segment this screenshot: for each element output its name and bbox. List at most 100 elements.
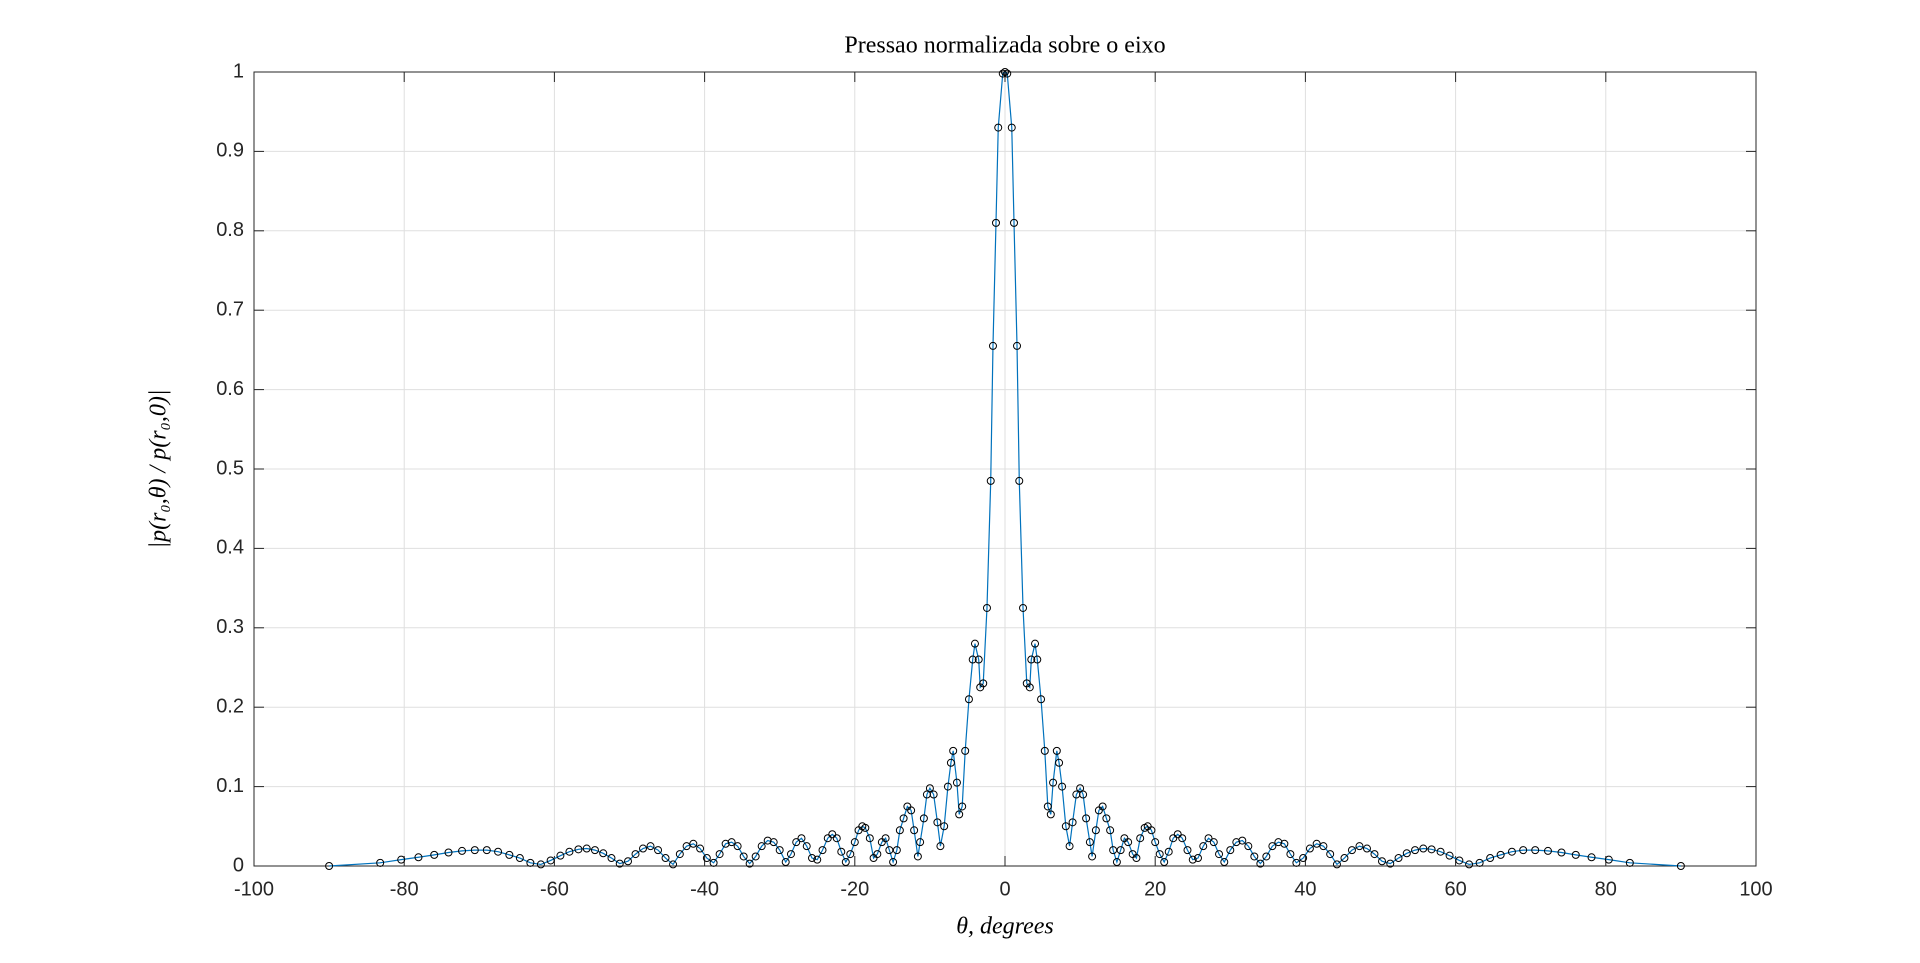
data-marker bbox=[505, 850, 514, 859]
data-marker bbox=[988, 341, 997, 350]
data-marker bbox=[769, 838, 778, 847]
data-marker bbox=[1136, 834, 1145, 843]
data-marker bbox=[607, 854, 616, 863]
data-marker bbox=[757, 842, 766, 851]
data-marker bbox=[682, 842, 691, 851]
data-marker bbox=[1268, 842, 1277, 851]
data-marker bbox=[861, 823, 870, 832]
data-marker bbox=[1250, 852, 1259, 861]
data-marker bbox=[1046, 810, 1055, 819]
data-marker bbox=[797, 834, 806, 843]
x-tick-label: -40 bbox=[690, 878, 719, 900]
data-marker bbox=[823, 834, 832, 843]
data-marker bbox=[661, 854, 670, 863]
data-marker bbox=[414, 853, 423, 862]
data-marker bbox=[556, 851, 565, 860]
data-marker bbox=[1031, 639, 1040, 648]
data-marker bbox=[1132, 854, 1141, 863]
data-marker bbox=[574, 845, 583, 854]
data-marker bbox=[1238, 836, 1247, 845]
data-marker bbox=[1332, 860, 1341, 869]
data-marker bbox=[1507, 847, 1516, 856]
x-tick-label: 0 bbox=[999, 878, 1010, 900]
data-marker bbox=[1194, 854, 1203, 863]
data-marker bbox=[1091, 826, 1100, 835]
data-marker bbox=[892, 846, 901, 855]
data-marker bbox=[702, 854, 711, 863]
data-marker bbox=[1370, 850, 1379, 859]
data-marker bbox=[1007, 123, 1016, 132]
y-tick-label: 0.5 bbox=[216, 457, 244, 479]
data-marker bbox=[846, 850, 855, 859]
data-marker bbox=[1386, 859, 1395, 868]
data-marker bbox=[974, 655, 983, 664]
data-marker bbox=[696, 844, 705, 853]
data-marker bbox=[1027, 655, 1036, 664]
data-marker bbox=[1013, 341, 1022, 350]
data-marker bbox=[1280, 839, 1289, 848]
data-marker bbox=[881, 834, 890, 843]
data-marker bbox=[1531, 846, 1540, 855]
data-marker bbox=[1040, 746, 1049, 755]
chart-title: Pressao normalizada sobre o eixo bbox=[844, 33, 1165, 59]
data-marker bbox=[1188, 855, 1197, 864]
data-marker bbox=[733, 842, 742, 851]
data-marker bbox=[952, 778, 961, 787]
data-marker bbox=[1486, 854, 1495, 863]
data-marker bbox=[940, 822, 949, 831]
data-marker bbox=[1183, 846, 1192, 855]
data-marker bbox=[1116, 846, 1125, 855]
data-marker bbox=[1378, 857, 1387, 866]
data-marker bbox=[482, 846, 491, 855]
data-marker bbox=[1109, 846, 1118, 855]
data-marker bbox=[470, 846, 479, 855]
data-marker bbox=[1001, 68, 1009, 76]
data-marker bbox=[964, 695, 973, 704]
data-marker bbox=[1326, 850, 1335, 859]
data-marker bbox=[982, 603, 991, 612]
data-marker bbox=[1043, 802, 1052, 811]
data-marker bbox=[899, 814, 908, 823]
data-marker bbox=[1445, 851, 1454, 860]
data-marker bbox=[1299, 854, 1308, 863]
data-marker bbox=[1169, 834, 1178, 843]
data-marker bbox=[1151, 838, 1160, 847]
data-marker bbox=[837, 847, 846, 856]
data-marker bbox=[933, 818, 942, 827]
data-marker bbox=[895, 826, 904, 835]
x-tick-label: 40 bbox=[1294, 878, 1316, 900]
data-marker bbox=[961, 746, 970, 755]
data-marker bbox=[1256, 859, 1265, 868]
x-tick-label: 20 bbox=[1144, 878, 1166, 900]
data-marker bbox=[751, 852, 760, 861]
data-marker bbox=[1088, 852, 1097, 861]
data-marker bbox=[646, 842, 655, 851]
data-marker bbox=[1061, 822, 1070, 831]
data-marker bbox=[1098, 802, 1107, 811]
data-marker bbox=[1124, 838, 1133, 847]
data-marker bbox=[1068, 818, 1077, 827]
data-marker bbox=[1411, 846, 1420, 855]
data-marker bbox=[1112, 858, 1121, 867]
data-marker bbox=[1204, 834, 1213, 843]
y-tick-label: 0.2 bbox=[216, 695, 244, 717]
data-marker bbox=[1274, 838, 1283, 847]
y-tick-label: 1 bbox=[233, 60, 244, 82]
data-marker bbox=[1340, 854, 1349, 863]
data-marker bbox=[1147, 826, 1156, 835]
data-marker bbox=[1419, 844, 1428, 853]
data-marker bbox=[536, 860, 545, 869]
data-marker bbox=[994, 123, 1003, 132]
data-marker bbox=[1604, 855, 1613, 864]
data-marker bbox=[841, 858, 850, 867]
data-marker bbox=[1209, 838, 1218, 847]
data-marker bbox=[1102, 814, 1111, 823]
data-marker bbox=[958, 802, 967, 811]
data-marker bbox=[781, 858, 790, 867]
data-marker bbox=[1286, 850, 1295, 859]
data-marker bbox=[828, 830, 837, 839]
data-marker bbox=[727, 838, 736, 847]
data-marker bbox=[590, 846, 599, 855]
x-tick-label: 80 bbox=[1595, 878, 1617, 900]
